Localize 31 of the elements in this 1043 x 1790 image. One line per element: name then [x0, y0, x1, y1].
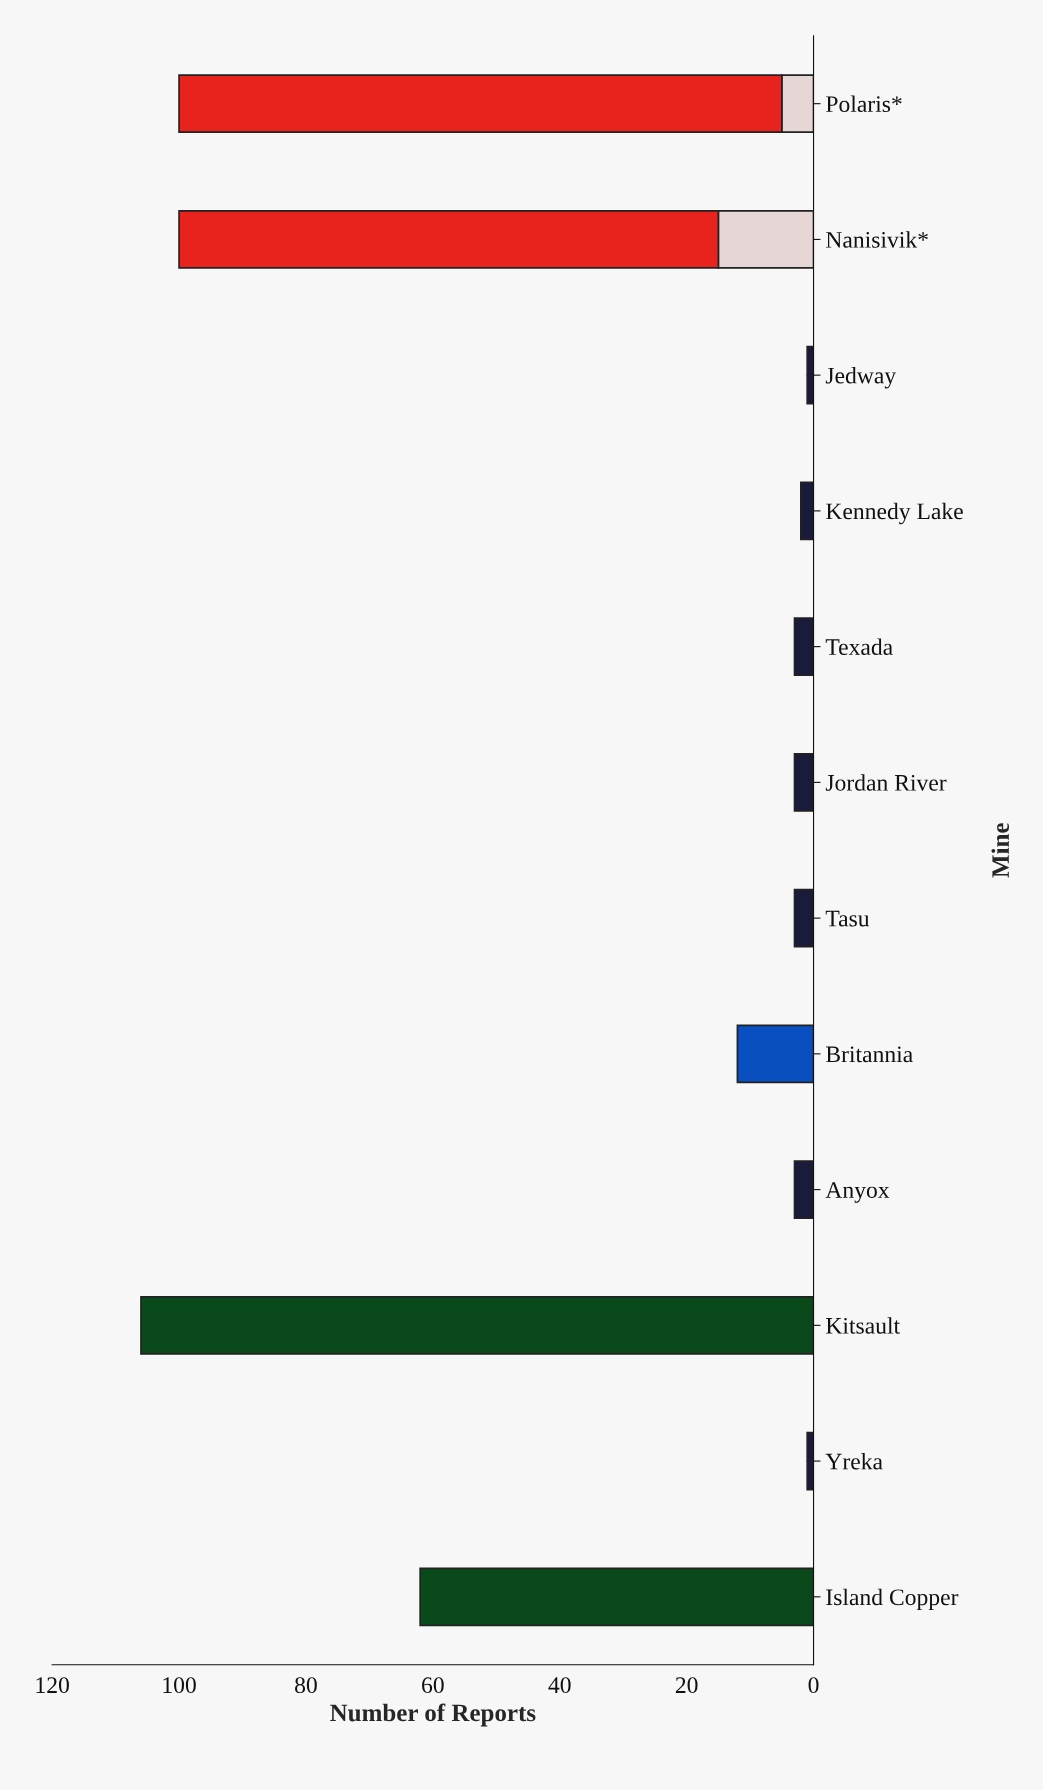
bar [793, 1160, 814, 1219]
y-tick-label: Yreka [825, 1452, 883, 1470]
bar [736, 1024, 814, 1084]
bar [806, 345, 814, 405]
y-tick-label: Anyox [825, 1182, 890, 1203]
x-axis-title: Number of Reports [330, 1703, 536, 1727]
bar [793, 888, 814, 948]
bar [806, 1431, 814, 1491]
y-tick-label: Britannia [826, 1046, 913, 1063]
x-tick-label: 120 [36, 1677, 69, 1694]
bar [793, 617, 814, 676]
y-axis-title: Mine [991, 823, 1010, 878]
x-tick-label: 80 [295, 1677, 317, 1694]
x-tick-label: 60 [422, 1677, 444, 1694]
x-tick-label: 20 [675, 1677, 698, 1694]
y-tick-label: Kitsault [826, 1317, 900, 1334]
y-tick-label: Texada [825, 638, 893, 656]
x-tick-label: 0 [808, 1677, 819, 1694]
y-tick-label: Nanisivik* [826, 231, 928, 248]
x-tick-label: 40 [548, 1677, 571, 1694]
y-tick-label: Island Copper [826, 1588, 959, 1611]
bar [800, 481, 814, 541]
x-tick-label: 100 [163, 1677, 196, 1694]
y-tick-label: Polaris* [826, 95, 902, 113]
y-tick-label: Jordan River [825, 774, 947, 791]
bar [419, 1567, 814, 1627]
y-tick-label: Kennedy Lake [826, 502, 963, 525]
y-tick-label: Tasu [825, 910, 870, 927]
bar [140, 1296, 814, 1355]
y-tick-label: Jedway [825, 366, 897, 389]
bar [793, 753, 814, 812]
